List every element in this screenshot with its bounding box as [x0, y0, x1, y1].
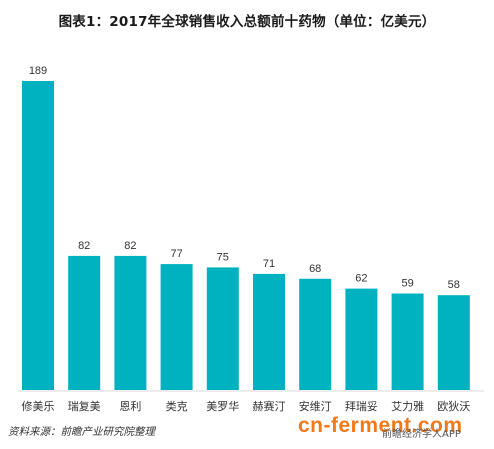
- value-label-7: 68: [309, 263, 321, 275]
- bars-group: [22, 81, 470, 390]
- site-watermark: cn-ferment.com: [298, 414, 463, 437]
- category-label-6: 赫赛汀: [253, 399, 286, 413]
- bar-6: [253, 273, 285, 390]
- bar-7: [299, 278, 332, 390]
- value-labels-group: 189 82 82 77 75 71 68 62 59 58: [29, 65, 460, 291]
- bar-3: [114, 255, 147, 390]
- bar-5: [206, 267, 239, 390]
- value-label-3: 82: [124, 240, 136, 252]
- category-label-3: 恩利: [119, 400, 141, 413]
- category-label-7: 安维汀: [299, 399, 332, 413]
- category-label-5: 美罗华: [206, 399, 239, 413]
- category-labels-group: 修美乐 瑞复美 恩利 类克 美罗华 赫赛汀 安维汀 拜瑞妥 艾力雅 欧狄沃: [22, 399, 471, 413]
- value-label-10: 58: [448, 279, 460, 291]
- category-label-8: 拜瑞妥: [345, 399, 378, 413]
- value-label-2: 82: [78, 240, 90, 252]
- bar-2: [68, 255, 101, 390]
- value-label-1: 189: [29, 65, 47, 77]
- value-label-6: 71: [263, 258, 275, 270]
- category-label-4: 类克: [166, 399, 188, 413]
- category-label-2: 瑞复美: [68, 399, 101, 413]
- chart-title: 图表1：2017年全球销售收入总额前十药物（单位：亿美元）: [58, 14, 436, 30]
- bar-9: [391, 293, 424, 390]
- value-label-5: 75: [217, 251, 229, 263]
- app-watermark: 前瞻经济学人APP: [382, 429, 461, 440]
- category-label-9: 艾力雅: [391, 399, 424, 413]
- bar-1: [22, 81, 54, 390]
- source-note: 资料来源：前瞻产业研究院整理: [8, 426, 155, 438]
- value-label-9: 59: [401, 278, 413, 290]
- value-label-8: 62: [355, 273, 367, 285]
- bar-10: [437, 295, 470, 390]
- category-label-1: 修美乐: [22, 399, 55, 413]
- value-label-4: 77: [170, 248, 182, 260]
- bar-8: [345, 288, 378, 390]
- bar-4: [160, 264, 193, 390]
- category-label-10: 欧狄沃: [437, 400, 470, 413]
